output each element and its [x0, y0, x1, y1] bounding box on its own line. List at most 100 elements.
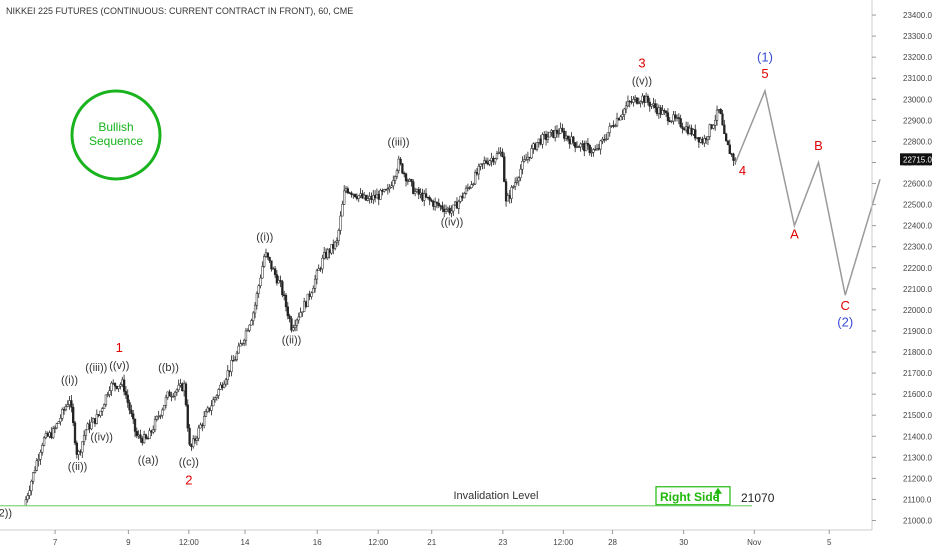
- candle-body: [250, 320, 253, 326]
- x-tick-label: 12:00: [553, 538, 574, 547]
- candle-body: [543, 134, 546, 136]
- candle-body: [512, 186, 515, 188]
- candle-body: [435, 201, 439, 204]
- bullish-circle: [70, 89, 162, 181]
- candle-body: [290, 318, 293, 331]
- candle-body: [132, 413, 135, 420]
- x-tick-label: Nov: [747, 538, 761, 547]
- candle-body: [413, 191, 417, 194]
- candle-body: [419, 192, 422, 195]
- wave-label: ((v)): [109, 360, 129, 372]
- candle-body: [313, 278, 317, 289]
- candle-body: [681, 126, 684, 129]
- candle-body: [583, 143, 586, 152]
- candle-body: [201, 424, 204, 427]
- candle-body: [301, 311, 304, 313]
- wave-label: 5: [761, 66, 768, 81]
- candle-body: [477, 166, 480, 175]
- candle-body: [684, 126, 688, 131]
- candle-body: [410, 179, 413, 183]
- y-tick-label: 23400.0: [903, 11, 932, 20]
- candle-body: [694, 129, 697, 139]
- candle-body: [292, 327, 295, 331]
- candle-body: [315, 270, 319, 280]
- candle-body: [448, 207, 451, 214]
- candle-body: [406, 180, 409, 182]
- wave-label: C: [841, 298, 850, 313]
- candle-body: [412, 181, 415, 194]
- bullish-sequence-badge: Bullish Sequence: [70, 89, 162, 181]
- candle-body: [155, 416, 158, 420]
- candle-body: [368, 196, 371, 199]
- candle-body: [273, 268, 277, 275]
- y-axis: 21000.0 21100.0 21200.0 21300.0 21400.0 21500…: [871, 0, 932, 530]
- candle-body: [383, 189, 386, 192]
- candle-body: [72, 407, 75, 423]
- candle-body: [426, 196, 430, 199]
- candle-body: [237, 345, 240, 354]
- candle-body: [153, 419, 157, 431]
- candle-body: [221, 384, 224, 388]
- x-tick-label: 12:00: [368, 538, 389, 547]
- candle-body: [357, 195, 360, 199]
- candle-body: [592, 149, 595, 153]
- bullish-line2: Sequence: [89, 134, 143, 148]
- candle-body: [279, 280, 282, 282]
- wave-label: ((iii)): [85, 362, 107, 374]
- candle-body: [343, 190, 346, 205]
- candle-body: [641, 95, 644, 102]
- projection-layer: [734, 88, 881, 296]
- candle-body: [670, 120, 673, 123]
- candle-body: [539, 138, 542, 145]
- chart-title: NIKKEI 225 FUTURES (CONTINUOUS: CURRENT …: [6, 6, 353, 16]
- candle-body: [102, 404, 106, 409]
- candle-body: [306, 293, 309, 307]
- candle-body: [139, 434, 142, 439]
- candle-body: [268, 256, 271, 261]
- candle-body: [393, 176, 397, 181]
- candle-body: [579, 143, 582, 148]
- candle-body: [488, 160, 491, 165]
- candle-body: [239, 343, 242, 347]
- y-tick-label: 22500.0: [903, 201, 932, 210]
- candle-body: [122, 379, 126, 392]
- candle-body: [106, 394, 109, 396]
- candle-body: [297, 316, 300, 321]
- candle-body: [634, 97, 637, 100]
- candle-body: [272, 268, 275, 270]
- candle-body: [392, 180, 395, 187]
- candle-body: [157, 415, 160, 418]
- x-tick-label: 16: [313, 538, 322, 547]
- candle-body: [33, 469, 37, 473]
- candle-body: [284, 295, 288, 308]
- candle-body: [277, 280, 280, 284]
- candle-body: [168, 391, 171, 397]
- candle-body: [457, 201, 460, 209]
- candle-body: [62, 409, 66, 411]
- candle-body: [635, 97, 639, 104]
- candle-body: [499, 151, 502, 154]
- candle-body: [595, 148, 599, 151]
- candle-body: [53, 427, 57, 429]
- y-tick-label: 23300.0: [903, 32, 932, 41]
- candle-body: [535, 142, 539, 150]
- candle-body: [112, 382, 115, 385]
- candle-body: [404, 173, 408, 182]
- candle-body: [517, 177, 520, 182]
- candle-body: [510, 187, 513, 199]
- candle-body: [144, 434, 148, 439]
- candle-body: [626, 100, 630, 107]
- candle-body: [628, 100, 631, 103]
- candle-body: [432, 201, 435, 207]
- candle-body: [28, 490, 31, 496]
- wave-label: ((iv)): [90, 431, 113, 443]
- candle-body: [401, 163, 404, 174]
- wave-label: 1: [116, 340, 123, 355]
- candle-body: [637, 102, 640, 104]
- candle-body: [648, 101, 651, 107]
- candle-body: [710, 124, 713, 129]
- candle-body: [544, 134, 548, 140]
- candle-body: [193, 438, 197, 441]
- candle-body: [99, 410, 102, 416]
- candle-body: [252, 312, 255, 321]
